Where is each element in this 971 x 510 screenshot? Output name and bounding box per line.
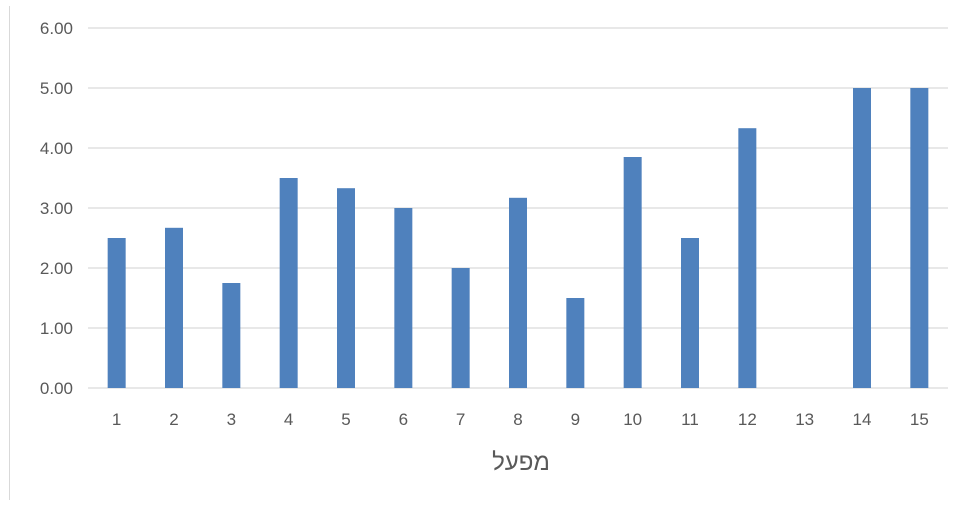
x-tick-label: 12 — [738, 410, 757, 429]
x-tick-label: 11 — [681, 410, 699, 429]
bar-1 — [107, 238, 126, 388]
y-tick-label: 2.00 — [40, 259, 73, 278]
x-tick-label: 6 — [399, 410, 408, 429]
y-tick-label: 1.00 — [40, 319, 73, 338]
x-tick-label: 7 — [456, 410, 465, 429]
x-tick-label: 9 — [571, 410, 580, 429]
x-axis-tick-labels: 1 2 3 4 5 6 7 8 9 10 11 12 13 14 15 — [112, 410, 929, 429]
y-axis-tick-labels: 0.00 1.00 2.00 3.00 4.00 5.00 6.00 — [40, 19, 73, 398]
x-tick-label: 10 — [623, 410, 642, 429]
y-tick-label: 0.00 — [40, 379, 73, 398]
bar-5 — [337, 188, 355, 388]
bar-3 — [222, 283, 241, 388]
y-tick-label: 5.00 — [40, 79, 73, 98]
y-tick-label: 4.00 — [40, 139, 73, 158]
bar-9 — [566, 298, 585, 388]
bar-14 — [853, 88, 871, 388]
bar-2 — [165, 227, 183, 388]
x-tick-label: 13 — [795, 410, 814, 429]
x-tick-label: 14 — [853, 410, 872, 429]
bar-12 — [738, 128, 757, 388]
bar-11 — [681, 238, 699, 388]
x-tick-label: 15 — [910, 410, 929, 429]
x-tick-label: 5 — [341, 410, 350, 429]
bar-15 — [910, 88, 929, 388]
bars — [107, 88, 929, 388]
bar-6 — [394, 208, 413, 388]
x-tick-label: 8 — [513, 410, 522, 429]
x-axis-title: מפעל — [492, 449, 550, 476]
y-tick-label: 3.00 — [40, 199, 73, 218]
x-tick-label: 1 — [112, 410, 121, 429]
y-tick-label: 6.00 — [40, 19, 73, 38]
x-tick-label: 2 — [169, 410, 178, 429]
x-tick-label: 4 — [284, 410, 293, 429]
bar-10 — [623, 157, 642, 388]
bar-8 — [509, 197, 527, 388]
bar-7 — [451, 268, 470, 388]
x-tick-label: 3 — [227, 410, 236, 429]
chart-left-border — [9, 6, 10, 500]
bar-4 — [279, 178, 298, 388]
